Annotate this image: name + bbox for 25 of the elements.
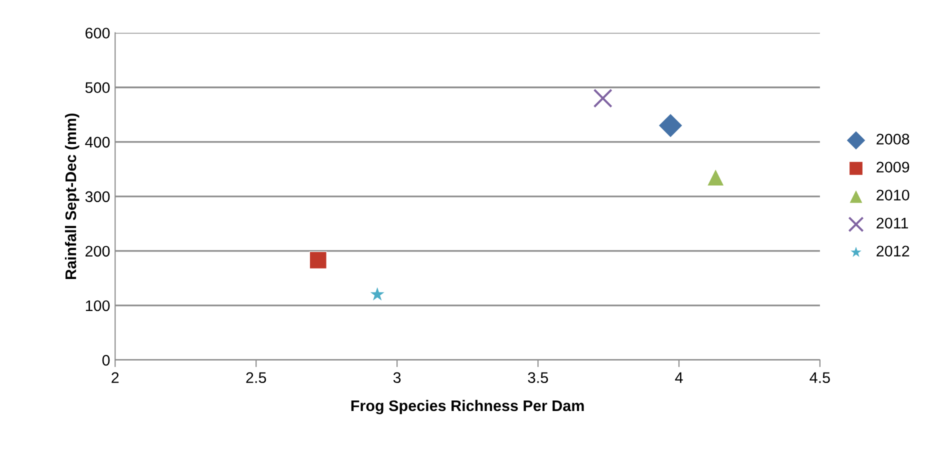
legend-label: 2011 [876, 218, 908, 229]
legend-label: 2009 [876, 162, 910, 173]
point [593, 88, 612, 108]
y-tick-label: 100 [86, 300, 110, 312]
y-axis-title: Rainfall Sept-Dec (mm) [64, 114, 80, 280]
point [658, 113, 683, 138]
y-tick-label: 200 [86, 246, 110, 257]
legend-label: 2010 [876, 190, 910, 201]
x-axis-title: Frog Species Richness Per Dam [351, 400, 584, 414]
legend-label: 2012 [876, 246, 910, 257]
x-tick-label: 2 [112, 372, 119, 383]
x-tick-label: 4.5 [810, 372, 830, 384]
y-tick-label: 400 [85, 136, 110, 148]
y-tick-label: 0 [102, 354, 110, 366]
x-tick-label: 3.5 [528, 372, 548, 384]
x-tick-label: 2.5 [246, 372, 266, 384]
y-tick-label: 500 [85, 82, 110, 94]
legend-label: 2008 [876, 134, 910, 145]
point [368, 286, 386, 302]
y-tick-label: 300 [85, 191, 110, 202]
x-tick-label: 3 [393, 372, 401, 384]
x-tick-label: 4 [675, 372, 683, 383]
point [309, 251, 327, 270]
point [706, 168, 724, 186]
y-tick-label: 600 [86, 28, 110, 39]
